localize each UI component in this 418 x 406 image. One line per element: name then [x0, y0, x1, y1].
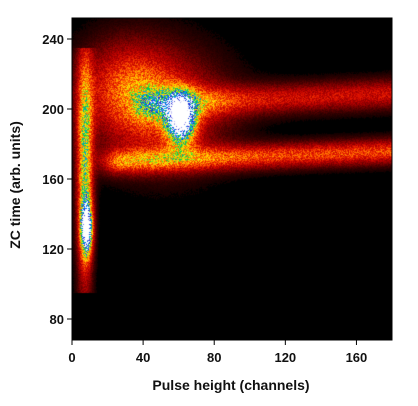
y-axis-label: ZC time (arb. units): [7, 121, 23, 249]
x-tick-label: 0: [68, 350, 75, 365]
y-tick-label: 80: [50, 312, 64, 327]
heatmap-image: [72, 18, 392, 340]
y-tick-label: 200: [42, 102, 64, 117]
x-axis: 0 40 80 120 160: [68, 340, 367, 365]
y-tick-label: 120: [42, 242, 64, 257]
y-tick-label: 160: [42, 172, 64, 187]
x-axis-label: Pulse height (channels): [152, 377, 309, 393]
plot-area: [71, 17, 393, 341]
y-tick-label: 240: [42, 32, 64, 47]
x-tick-label: 40: [136, 350, 150, 365]
y-axis: 80 120 160 200 240: [42, 32, 72, 327]
x-tick-label: 80: [207, 350, 221, 365]
x-tick-label: 160: [346, 350, 368, 365]
x-tick-label: 120: [274, 350, 296, 365]
